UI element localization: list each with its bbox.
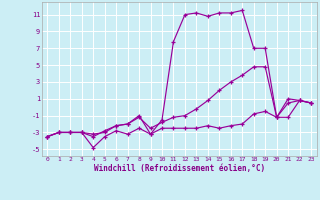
X-axis label: Windchill (Refroidissement éolien,°C): Windchill (Refroidissement éolien,°C) [94,164,265,173]
